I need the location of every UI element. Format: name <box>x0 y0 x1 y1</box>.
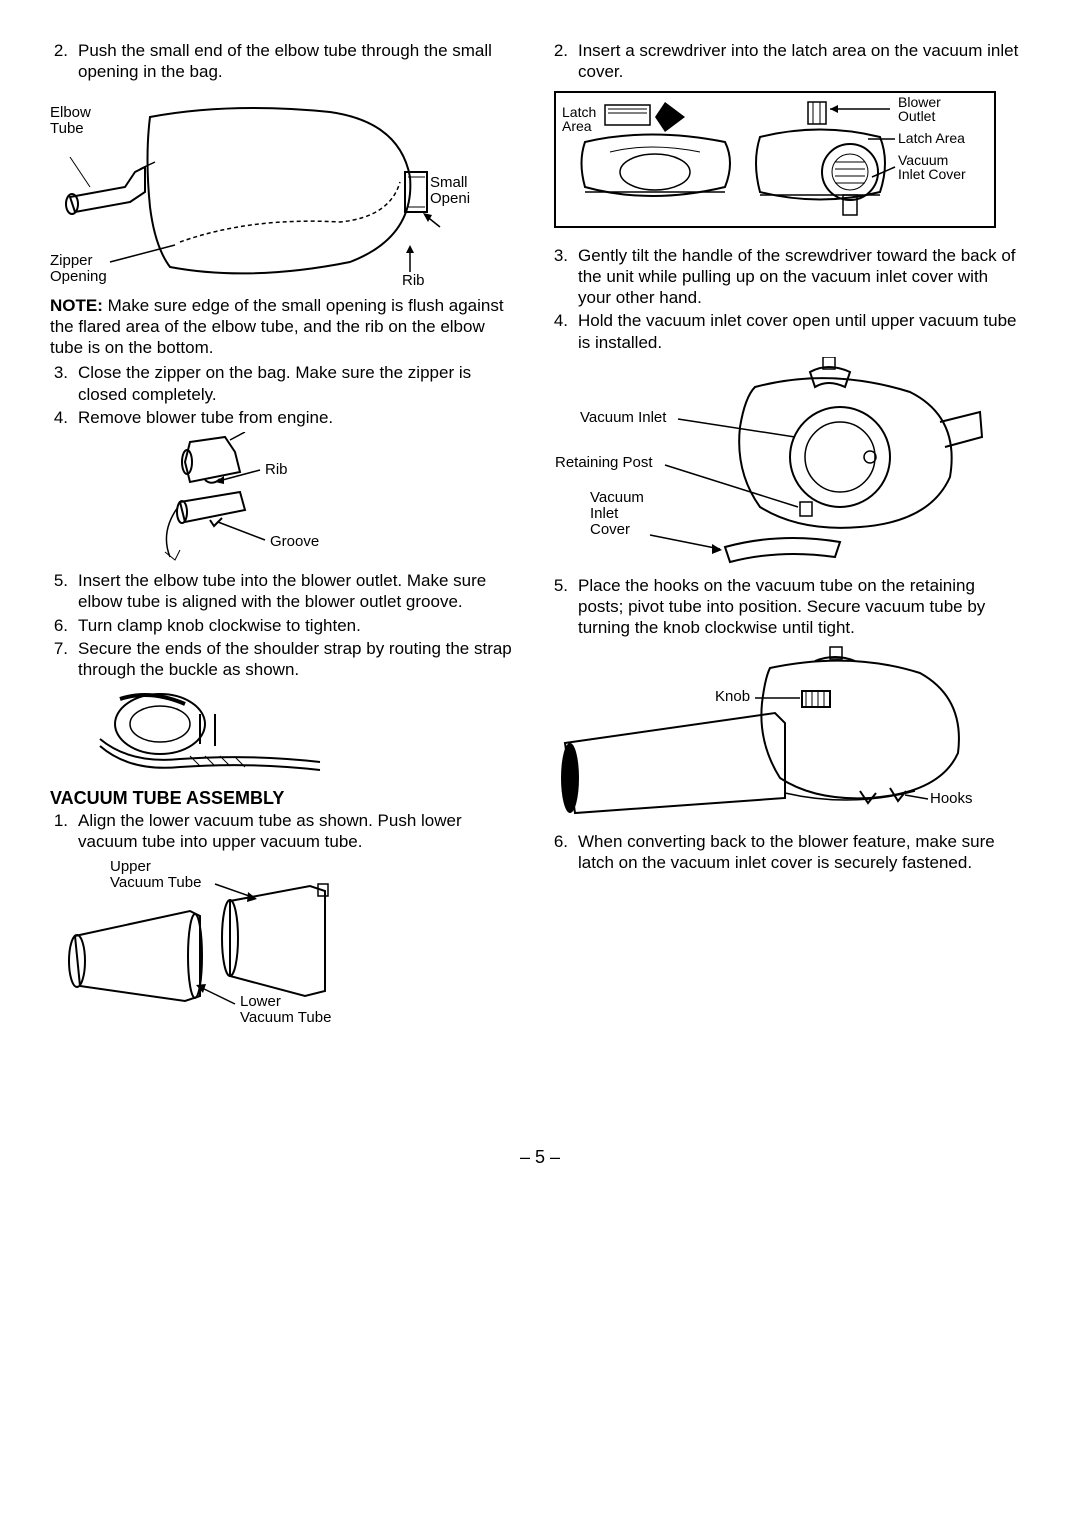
figure-knob-hooks: Knob Hooks <box>550 643 1020 823</box>
left-item-7: 7. Secure the ends of the shoulder strap… <box>50 638 520 681</box>
left-item-6: 6. Turn clamp knob clockwise to tighten. <box>50 615 520 636</box>
right-item-4: 4. Hold the vacuum inlet cover open unti… <box>550 310 1020 353</box>
label-blower-outlet: BlowerOutlet <box>898 94 941 124</box>
label-rib2: Rib <box>265 461 288 478</box>
right-column: 2. Insert a screwdriver into the latch a… <box>550 40 1020 1034</box>
list-number: 2. <box>550 40 578 83</box>
label-zipper-opening: ZipperOpening <box>50 252 107 285</box>
list-text: Gently tilt the handle of the screwdrive… <box>578 245 1020 309</box>
label-latch-area-2: Latch Area <box>898 130 965 146</box>
right-item-3: 3. Gently tilt the handle of the screwdr… <box>550 245 1020 309</box>
left-item-3: 3. Close the zipper on the bag. Make sur… <box>50 362 520 405</box>
label-vac-inlet-cover: VacuumInlet Cover <box>898 152 966 182</box>
list-number: 5. <box>50 570 78 613</box>
list-text: Insert a screwdriver into the latch area… <box>578 40 1020 83</box>
label-small-opening: SmallOpening <box>430 174 470 207</box>
left-item-2: 2. Push the small end of the elbow tube … <box>50 40 520 83</box>
label-vac-inlet-2: Vacuum Inlet <box>580 409 667 426</box>
figure-buckle <box>90 684 520 779</box>
heading-vacuum-tube-assembly: VACUUM TUBE ASSEMBLY <box>50 787 520 810</box>
list-number: 2. <box>50 40 78 83</box>
label-rib: Rib <box>402 272 425 287</box>
list-text: Hold the vacuum inlet cover open until u… <box>578 310 1020 353</box>
left-item-5: 5. Insert the elbow tube into the blower… <box>50 570 520 613</box>
figure-bag-elbow: ElbowTube SmallOpening ZipperOpening Rib <box>50 87 520 287</box>
figure-latch-blower: LatchArea <box>550 87 1020 237</box>
label-elbow-tube: ElbowTube <box>50 104 91 137</box>
label-hooks: Hooks <box>930 790 973 807</box>
list-number: 6. <box>50 615 78 636</box>
label-knob: Knob <box>715 688 750 705</box>
list-text: Turn clamp knob clockwise to tighten. <box>78 615 520 636</box>
list-number: 7. <box>50 638 78 681</box>
left-item-4: 4. Remove blower tube from engine. <box>50 407 520 428</box>
list-number: 3. <box>550 245 578 309</box>
list-text: Place the hooks on the vacuum tube on th… <box>578 575 1020 639</box>
figure-vacuum-tubes-align: UpperVacuum Tube LowerVacuum Tube <box>50 856 520 1026</box>
note-label: NOTE: <box>50 296 103 315</box>
list-text: When converting back to the blower featu… <box>578 831 1020 874</box>
label-latch-area: LatchArea <box>562 104 596 134</box>
list-number: 5. <box>550 575 578 639</box>
left-vitem-1: 1. Align the lower vacuum tube as shown.… <box>50 810 520 853</box>
list-number: 4. <box>50 407 78 428</box>
list-number: 1. <box>50 810 78 853</box>
label-upper-vac: UpperVacuum Tube <box>110 858 201 891</box>
figure-elbow-rib-groove: Rib Groove <box>130 432 520 562</box>
note-block: NOTE: Make sure edge of the small openin… <box>50 295 520 359</box>
right-item-2: 2. Insert a screwdriver into the latch a… <box>550 40 1020 83</box>
label-groove: Groove <box>270 533 319 550</box>
list-text: Remove blower tube from engine. <box>78 407 520 428</box>
page-number: – 5 – <box>0 1147 1080 1168</box>
list-text: Align the lower vacuum tube as shown. Pu… <box>78 810 520 853</box>
right-item-5: 5. Place the hooks on the vacuum tube on… <box>550 575 1020 639</box>
right-item-6: 6. When converting back to the blower fe… <box>550 831 1020 874</box>
list-text: Push the small end of the elbow tube thr… <box>78 40 520 83</box>
label-retaining-post: Retaining Post <box>555 454 653 471</box>
page-content: 2. Push the small end of the elbow tube … <box>0 0 1080 1034</box>
list-number: 4. <box>550 310 578 353</box>
label-vac-inlet-cover-2: VacuumInletCover <box>590 489 644 538</box>
figure-vacuum-inlet: Vacuum Inlet Retaining Post VacuumInletC… <box>550 357 1020 567</box>
list-text: Insert the elbow tube into the blower ou… <box>78 570 520 613</box>
list-text: Secure the ends of the shoulder strap by… <box>78 638 520 681</box>
note-text: Make sure edge of the small opening is f… <box>50 296 504 358</box>
list-number: 6. <box>550 831 578 874</box>
left-column: 2. Push the small end of the elbow tube … <box>50 40 520 1034</box>
list-text: Close the zipper on the bag. Make sure t… <box>78 362 520 405</box>
label-lower-vac: LowerVacuum Tube <box>240 993 331 1026</box>
list-number: 3. <box>50 362 78 405</box>
